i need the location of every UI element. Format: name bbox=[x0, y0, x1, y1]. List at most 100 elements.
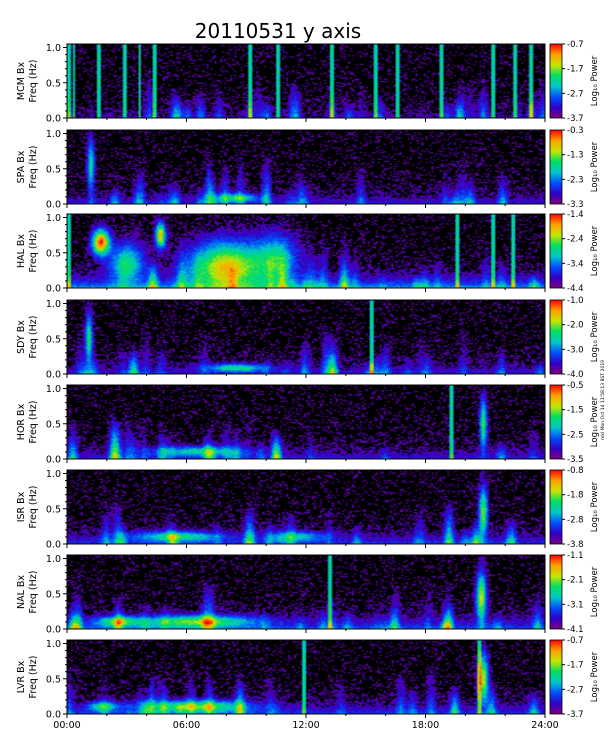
colorbar bbox=[549, 299, 563, 375]
y-tick-label: 1.0 bbox=[46, 213, 61, 224]
freq-axis-label: Freq (Hz) bbox=[28, 486, 39, 529]
colorbar-tick-label: -0.5 bbox=[567, 381, 584, 391]
y-tick-label: 1.0 bbox=[46, 554, 61, 565]
x-tick-label: 06:00 bbox=[173, 720, 200, 731]
timestamp-stamp: mkl Mon Oct 14 11:58:13 BST 2019 bbox=[600, 360, 606, 440]
y-tick-label: 1.0 bbox=[46, 129, 61, 140]
panel-lvr: 0.0 0.5 1.0 LVR Bx Freq (Hz) -0.7 -1.7 -2.7 -3.7… bbox=[16, 636, 600, 721]
freq-axis-label: Freq (Hz) bbox=[28, 571, 39, 614]
colorbar bbox=[549, 43, 563, 119]
colorbar-tick-label: -4.0 bbox=[567, 370, 584, 380]
station-label: SPA Bx bbox=[16, 150, 27, 183]
station-label: HAL Bx bbox=[16, 234, 27, 268]
colorbar-tick-label: -1.7 bbox=[567, 65, 584, 75]
colorbar bbox=[549, 129, 563, 205]
y-tick-label: 1.0 bbox=[46, 299, 61, 310]
spectrogram-image bbox=[67, 300, 545, 374]
figure-title: 20110531 y axis bbox=[195, 19, 361, 43]
y-tick-label: 0.0 bbox=[46, 710, 61, 721]
panel-sdy: 0.0 0.5 1.0 SDY Bx Freq (Hz) -1.0 -2.0 -3.0 -4.0… bbox=[16, 296, 600, 381]
spectrogram-image bbox=[67, 555, 545, 629]
y-tick-label: 0.0 bbox=[46, 284, 61, 295]
y-tick-label: 0.5 bbox=[46, 248, 61, 259]
colorbar-tick-label: -1.1 bbox=[567, 551, 584, 561]
x-tick-label: 24:00 bbox=[531, 720, 558, 731]
colorbar-tick-label: -3.8 bbox=[567, 540, 584, 550]
y-tick-label: 1.0 bbox=[46, 384, 61, 395]
y-tick-label: 0.0 bbox=[46, 200, 61, 211]
y-tick-label: 1.0 bbox=[46, 43, 61, 54]
panel-mcm: 0.0 0.5 1.0 MCM Bx Freq (Hz) -0.7 -1.7 -2.7 -3.7… bbox=[16, 40, 600, 125]
colorbar-tick-label: -2.7 bbox=[567, 685, 584, 695]
freq-axis-label: Freq (Hz) bbox=[28, 230, 39, 273]
y-tick-label: 0.5 bbox=[46, 334, 61, 345]
spectrogram-image bbox=[67, 385, 545, 459]
panel-hor: 0.0 0.5 1.0 HOR Bx Freq (Hz) -0.5 -1.5 -2.5 -3.5… bbox=[16, 381, 600, 466]
colorbar-tick-label: -2.5 bbox=[567, 430, 584, 440]
colorbar-tick-label: -0.7 bbox=[567, 636, 584, 646]
y-tick-label: 0.5 bbox=[46, 674, 61, 685]
y-tick-label: 1.0 bbox=[46, 639, 61, 650]
colorbar-tick-label: -1.3 bbox=[567, 151, 584, 161]
spectrogram-image bbox=[67, 44, 545, 118]
colorbar-tick-label: -4.1 bbox=[567, 625, 584, 635]
colorbar-tick-label: -4.4 bbox=[567, 284, 584, 294]
colorbar bbox=[549, 639, 563, 715]
colorbar-tick-label: -2.3 bbox=[567, 175, 584, 185]
colorbar-tick-label: -2.0 bbox=[567, 321, 584, 331]
colorbar-tick-label: -1.0 bbox=[567, 296, 584, 306]
colorbar bbox=[549, 213, 563, 289]
panel-spa: 0.0 0.5 1.0 SPA Bx Freq (Hz) -0.3 -1.3 -2.3 -3.3… bbox=[16, 126, 600, 211]
colorbar-tick-label: -0.8 bbox=[567, 466, 584, 476]
freq-axis-label: Freq (Hz) bbox=[28, 60, 39, 103]
colorbar-label: Log₁₀ Power bbox=[590, 481, 600, 532]
colorbar bbox=[549, 384, 563, 460]
y-tick-label: 0.0 bbox=[46, 455, 61, 466]
time-axis: 00:00 06:00 12:00 18:00 24:00 bbox=[53, 720, 558, 731]
station-label: ISR Bx bbox=[16, 491, 27, 522]
spectrogram-image bbox=[67, 470, 545, 544]
y-tick-label: 1.0 bbox=[46, 469, 61, 480]
x-tick-label: 18:00 bbox=[412, 720, 439, 731]
colorbar-tick-label: -1.4 bbox=[567, 210, 584, 220]
colorbar-tick-label: -3.1 bbox=[567, 600, 584, 610]
colorbar-tick-label: -2.8 bbox=[567, 515, 584, 525]
spectrogram-image bbox=[67, 214, 545, 288]
colorbar bbox=[549, 554, 563, 630]
station-label: NAL Bx bbox=[16, 575, 27, 609]
colorbar-tick-label: -0.3 bbox=[567, 126, 584, 136]
colorbar-tick-label: -2.4 bbox=[567, 235, 584, 245]
colorbar-tick-label: -1.8 bbox=[567, 491, 584, 501]
colorbar-label: Log₁₀ Power bbox=[590, 396, 600, 447]
colorbar-label: Log₁₀ Power bbox=[590, 141, 600, 192]
colorbar-tick-label: -1.7 bbox=[567, 661, 584, 671]
colorbar-tick-label: -1.5 bbox=[567, 406, 584, 416]
colorbar-tick-label: -3.4 bbox=[567, 259, 584, 269]
colorbar-tick-label: -3.7 bbox=[567, 710, 584, 720]
y-tick-label: 0.5 bbox=[46, 504, 61, 515]
panel-hal: 0.0 0.5 1.0 HAL Bx Freq (Hz) -1.4 -2.4 -3.4 -4.4… bbox=[16, 210, 600, 295]
x-tick-label: 12:00 bbox=[292, 720, 319, 731]
y-tick-label: 0.0 bbox=[46, 540, 61, 551]
freq-axis-label: Freq (Hz) bbox=[28, 146, 39, 189]
y-tick-label: 0.5 bbox=[46, 419, 61, 430]
freq-axis-label: Freq (Hz) bbox=[28, 316, 39, 359]
colorbar-tick-label: -3.5 bbox=[567, 455, 584, 465]
colorbar-tick-label: -0.7 bbox=[567, 40, 584, 50]
y-tick-label: 0.5 bbox=[46, 164, 61, 175]
panel-nal: 0.0 0.5 1.0 NAL Bx Freq (Hz) -1.1 -2.1 -3.1 -4.1… bbox=[16, 551, 600, 636]
colorbar-tick-label: -2.1 bbox=[567, 576, 584, 586]
colorbar-label: Log₁₀ Power bbox=[590, 225, 600, 276]
station-label: SDY Bx bbox=[16, 320, 27, 354]
colorbar-tick-label: -3.3 bbox=[567, 200, 584, 210]
freq-axis-label: Freq (Hz) bbox=[28, 401, 39, 444]
colorbar-tick-label: -3.0 bbox=[567, 345, 584, 355]
x-tick-label: 00:00 bbox=[53, 720, 80, 731]
y-tick-label: 0.5 bbox=[46, 78, 61, 89]
colorbar-label: Log₁₀ Power bbox=[590, 55, 600, 106]
y-tick-label: 0.0 bbox=[46, 114, 61, 125]
colorbar-tick-label: -3.7 bbox=[567, 114, 584, 124]
colorbar-tick-label: -2.7 bbox=[567, 89, 584, 99]
